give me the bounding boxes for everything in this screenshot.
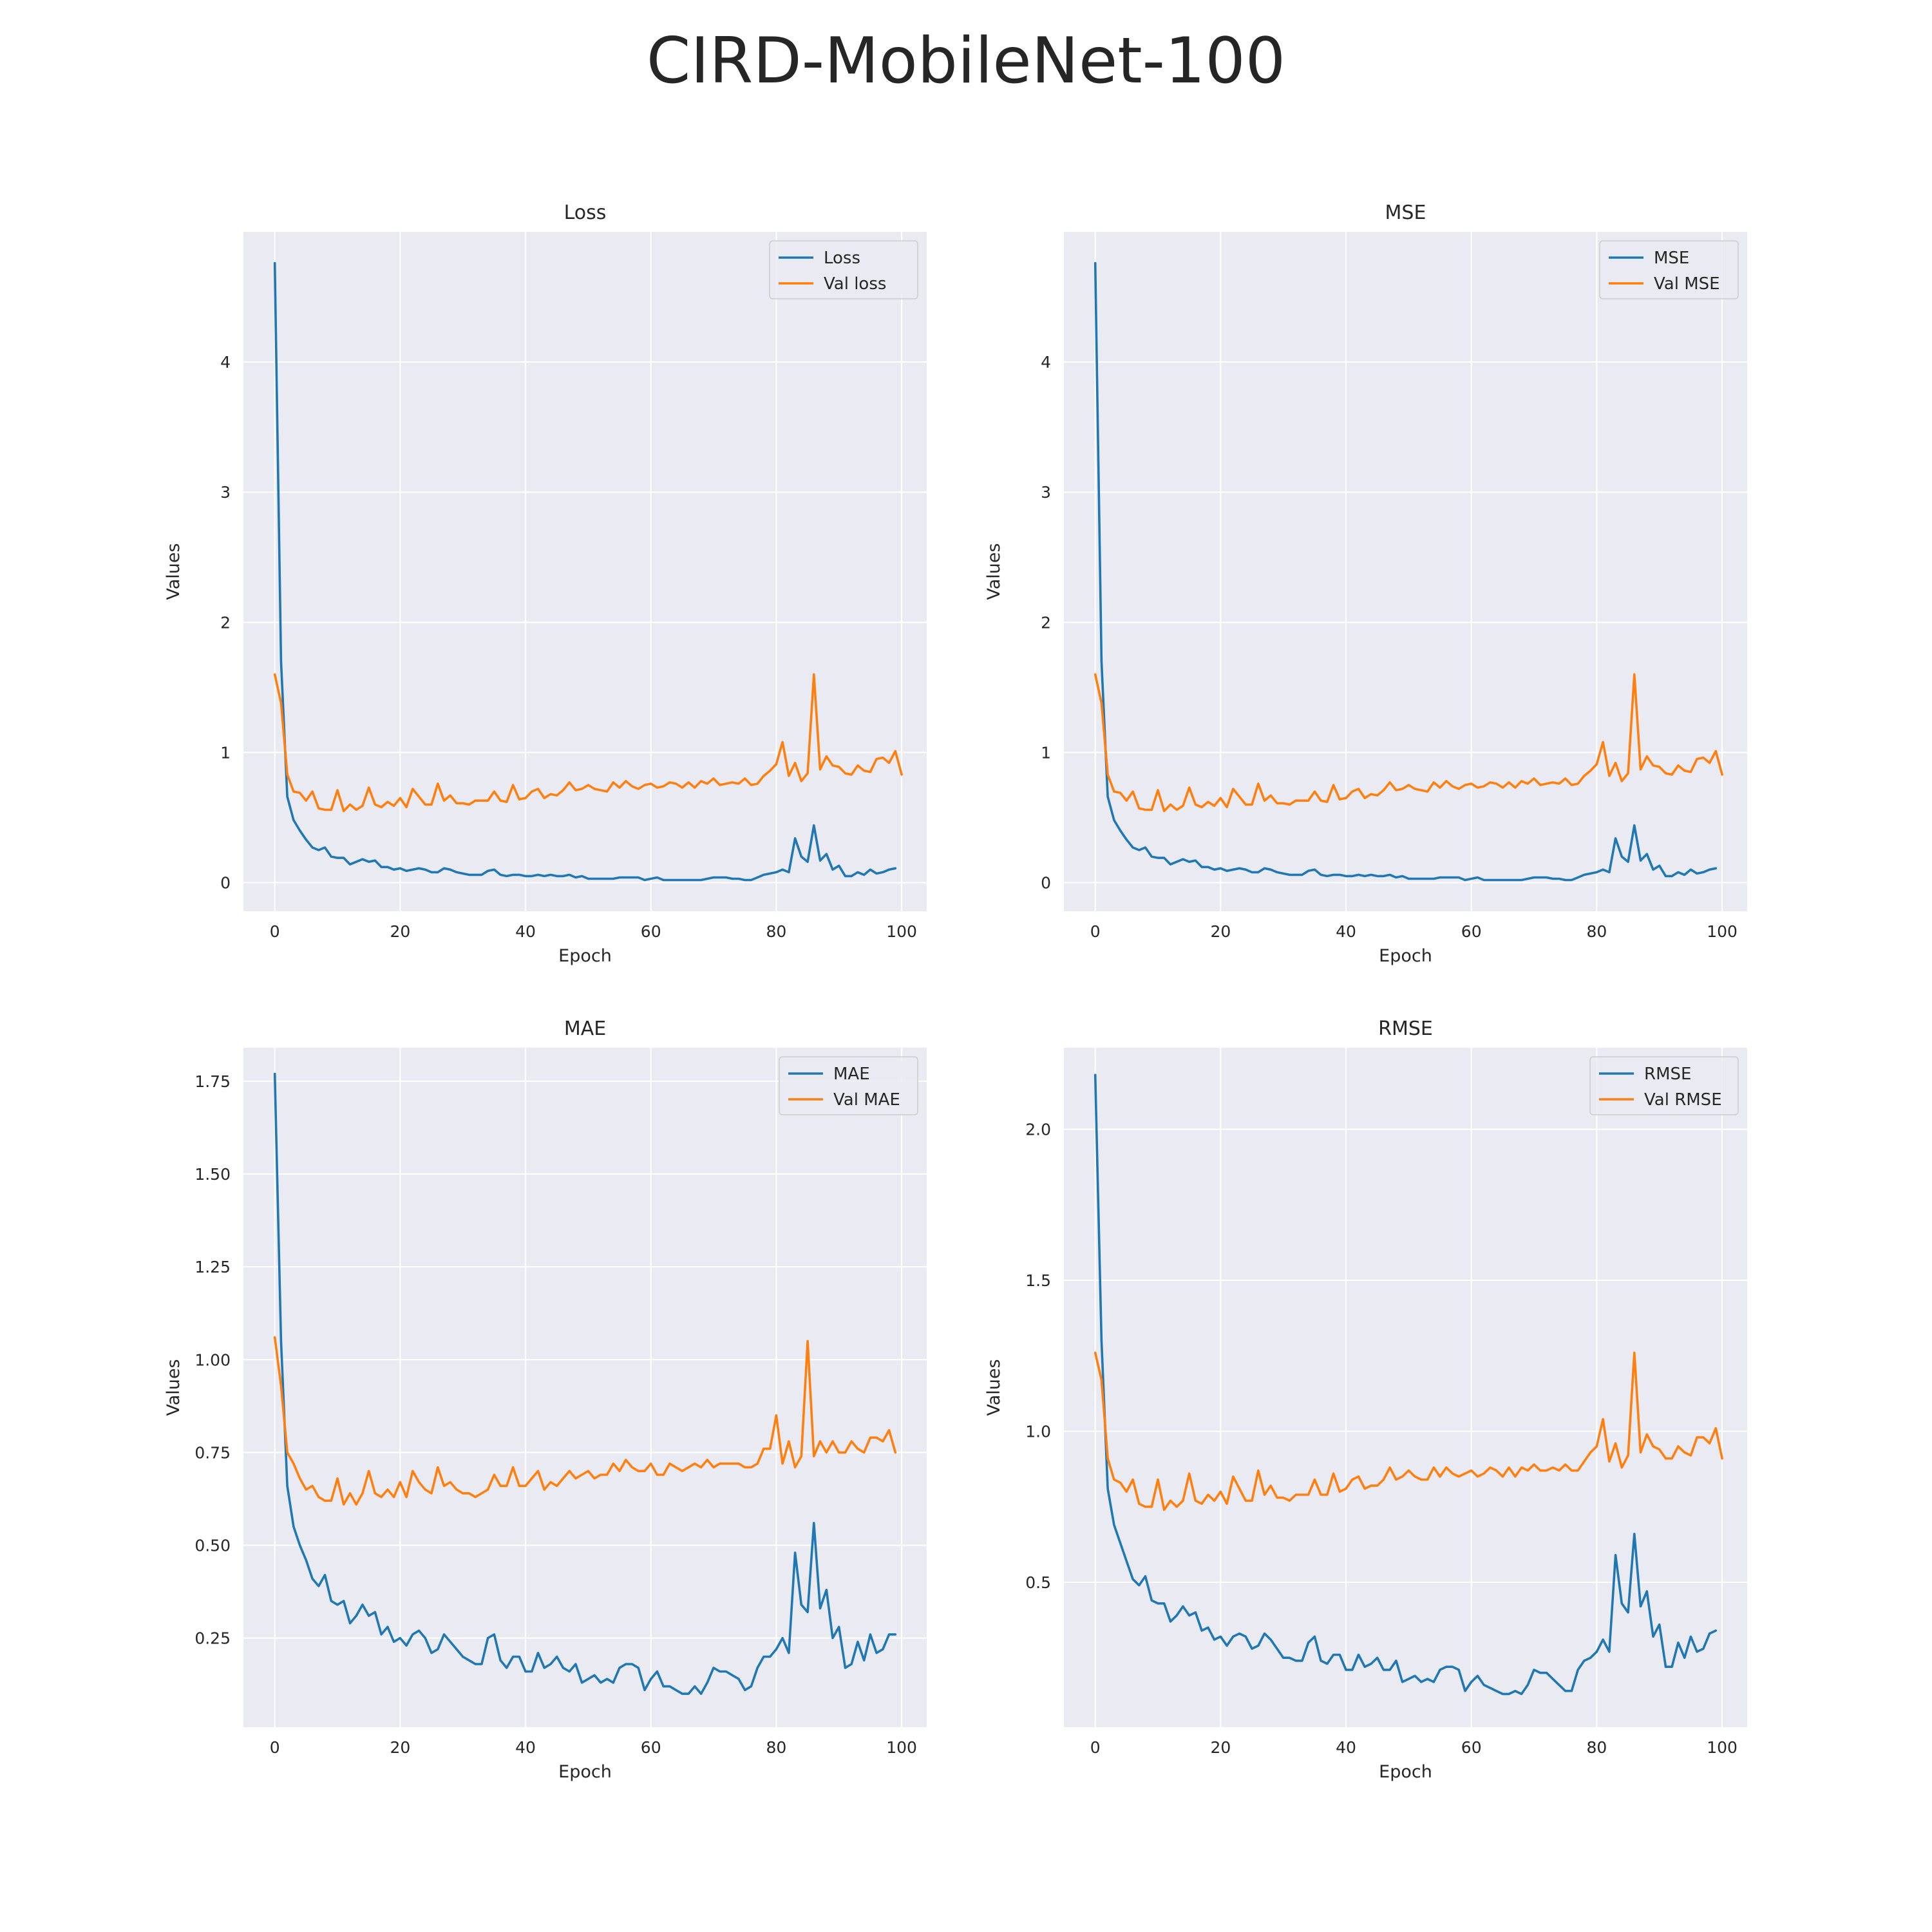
- x-tick-label: 60: [641, 1738, 661, 1757]
- legend: RMSE Val RMSE: [1589, 1056, 1739, 1115]
- figure-title: CIRD-MobileNet-100: [646, 24, 1286, 98]
- series-line-mae: [273, 1072, 897, 1695]
- panel-title: RMSE: [1378, 1018, 1433, 1040]
- legend-entry: MSE: [1654, 249, 1689, 268]
- panel-title: MAE: [564, 1018, 606, 1040]
- series-line-val-mse: [1094, 673, 1723, 813]
- y-tick-label: 2: [220, 613, 231, 632]
- y-tick-label: 3: [220, 483, 231, 502]
- x-tick-label: 60: [641, 922, 661, 941]
- legend-entry: Val loss: [824, 274, 886, 294]
- x-tick-label: 100: [886, 1738, 917, 1757]
- plot-area: [243, 232, 927, 911]
- x-tick-label: 0: [270, 1738, 280, 1757]
- legend-entry: Val MAE: [833, 1090, 900, 1110]
- series-line-mse: [1094, 261, 1718, 882]
- y-tick-label: 0: [1041, 874, 1051, 893]
- y-axis-label: Values: [164, 1359, 184, 1416]
- x-tick-label: 60: [1461, 922, 1482, 941]
- legend-entry: Val RMSE: [1644, 1090, 1722, 1110]
- x-axis-label: Epoch: [558, 1762, 612, 1782]
- x-tick-label: 100: [886, 922, 917, 941]
- x-tick-label: 80: [1586, 1738, 1607, 1757]
- series-line-val-rmse: [1094, 1351, 1723, 1511]
- y-tick-label: 0.25: [194, 1629, 231, 1648]
- x-tick-label: 0: [1090, 1738, 1101, 1757]
- legend-entry: RMSE: [1644, 1065, 1691, 1084]
- x-tick-label: 20: [390, 1738, 410, 1757]
- legend: MAE Val MAE: [779, 1056, 918, 1115]
- x-tick-label: 80: [766, 1738, 786, 1757]
- y-tick-label: 1.0: [1025, 1422, 1051, 1441]
- plot-area: [1064, 1048, 1747, 1727]
- x-tick-label: 20: [1210, 922, 1231, 941]
- y-tick-label: 0.50: [194, 1537, 231, 1555]
- x-tick-label: 80: [766, 922, 786, 941]
- x-tick-label: 80: [1586, 922, 1607, 941]
- y-tick-label: 1.25: [194, 1258, 231, 1276]
- y-tick-label: 0: [220, 874, 231, 893]
- y-tick-label: 1.00: [194, 1350, 231, 1369]
- x-tick-label: 20: [1210, 1738, 1231, 1757]
- legend: MSE Val MSE: [1599, 240, 1739, 299]
- legend-entry: Val MSE: [1654, 274, 1720, 294]
- legend: Loss Val loss: [769, 240, 918, 299]
- y-tick-label: 2: [1041, 613, 1051, 632]
- y-tick-label: 1: [220, 743, 231, 762]
- x-axis-label: Epoch: [1379, 1762, 1432, 1782]
- legend-entry: Loss: [824, 249, 860, 268]
- y-tick-label: 2.0: [1025, 1121, 1051, 1139]
- x-tick-label: 40: [515, 922, 536, 941]
- chart-panel-mse: 0 20 40 60 80 100 0 1 2 3 4 MSE Epoch Values MSE Val MS…: [984, 202, 1747, 966]
- y-axis-label: Values: [984, 543, 1004, 600]
- series-line-val-loss: [273, 673, 903, 813]
- legend-entry: MAE: [833, 1065, 870, 1084]
- y-tick-label: 4: [220, 353, 231, 372]
- y-tick-label: 1: [1041, 743, 1051, 762]
- plot-area: [243, 1048, 927, 1727]
- y-tick-label: 1.75: [194, 1072, 231, 1091]
- x-tick-label: 40: [1336, 1738, 1356, 1757]
- x-tick-label: 40: [515, 1738, 536, 1757]
- y-tick-label: 3: [1041, 483, 1051, 502]
- y-tick-label: 4: [1041, 353, 1051, 372]
- chart-panel-mae: 0 20 40 60 80 100 0.25 0.50 0.75 1.00 1.25 1.50 1.75…: [164, 1018, 927, 1782]
- series-line-val-mae: [273, 1336, 897, 1506]
- chart-panel-loss: 0 20 40 60 80 100 0 1 2 3 4 Loss Epoch Values Loss Val …: [164, 202, 927, 966]
- y-axis-label: Values: [984, 1359, 1004, 1416]
- y-tick-label: 1.50: [194, 1165, 231, 1184]
- y-tick-label: 0.5: [1025, 1573, 1051, 1592]
- x-tick-label: 60: [1461, 1738, 1482, 1757]
- panel-title: Loss: [564, 202, 607, 224]
- x-axis-label: Epoch: [1379, 946, 1432, 966]
- x-tick-label: 0: [1090, 922, 1101, 941]
- series-line-loss: [273, 261, 897, 882]
- panel-title: MSE: [1385, 202, 1426, 224]
- x-tick-label: 20: [390, 922, 410, 941]
- plot-area: [1064, 232, 1747, 911]
- x-tick-label: 0: [270, 922, 280, 941]
- series-line-rmse: [1094, 1074, 1718, 1696]
- x-tick-label: 100: [1707, 922, 1738, 941]
- x-axis-label: Epoch: [558, 946, 612, 966]
- y-tick-label: 1.5: [1025, 1271, 1051, 1290]
- x-tick-label: 40: [1336, 922, 1356, 941]
- chart-panel-rmse: 0 20 40 60 80 100 0.5 1.0 1.5 2.0 RMSE Epoch Values R…: [984, 1018, 1747, 1782]
- x-tick-label: 100: [1707, 1738, 1738, 1757]
- y-axis-label: Values: [164, 543, 184, 600]
- y-tick-label: 0.75: [194, 1443, 231, 1462]
